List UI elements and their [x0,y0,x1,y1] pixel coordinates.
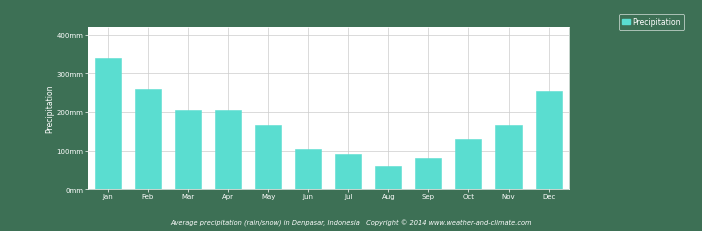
Bar [335,155,362,189]
Y-axis label: Precipitation: Precipitation [45,84,54,133]
Bar [215,110,241,189]
Bar [135,89,161,189]
Bar [295,149,322,189]
Text: Average precipitation (rain/snow) in Denpasar, Indonesia   Copyright © 2014 www.: Average precipitation (rain/snow) in Den… [171,219,531,226]
Bar [456,139,482,189]
Bar [536,91,562,189]
Bar [496,126,522,189]
Bar [376,166,402,189]
Bar [175,110,201,189]
Bar [416,159,442,189]
Bar [95,58,121,189]
Bar [255,126,281,189]
Legend: Precipitation: Precipitation [619,15,684,30]
